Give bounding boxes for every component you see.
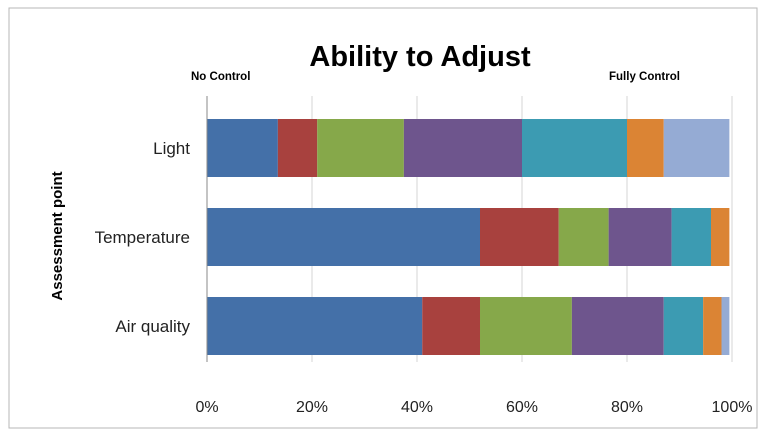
x-tick-label: 100% bbox=[712, 399, 753, 416]
bar-segment bbox=[703, 297, 722, 355]
bar-segment bbox=[422, 297, 480, 355]
bar-segment bbox=[277, 119, 318, 177]
bar-segment bbox=[627, 119, 664, 177]
bar-segment bbox=[207, 119, 278, 177]
category-label: Light bbox=[153, 139, 190, 158]
bar-segment bbox=[207, 297, 423, 355]
bar-segment bbox=[571, 297, 664, 355]
bar-segment bbox=[522, 119, 627, 177]
category-label: Air quality bbox=[115, 317, 190, 336]
chart-title: Ability to Adjust bbox=[309, 41, 531, 73]
bar-segment bbox=[663, 119, 730, 177]
x-tick-label: 20% bbox=[296, 399, 328, 416]
x-tick-labels: 0% 20% 40% 60% 80% 100% bbox=[195, 399, 752, 416]
bar-segment bbox=[207, 208, 480, 266]
bar-segment bbox=[403, 119, 522, 177]
bar-segment bbox=[608, 208, 672, 266]
bar-segment bbox=[671, 208, 711, 266]
bar-segment bbox=[480, 208, 559, 266]
annotation-fully-control: Fully Control bbox=[609, 71, 680, 83]
x-tick-label: 60% bbox=[506, 399, 538, 416]
x-tick-label: 0% bbox=[195, 399, 218, 416]
x-tick-label: 40% bbox=[401, 399, 433, 416]
x-tick-label: 80% bbox=[611, 399, 643, 416]
bar-segment bbox=[558, 208, 609, 266]
bar-segment bbox=[663, 297, 704, 355]
category-label: Temperature bbox=[95, 228, 190, 247]
category-labels: Light Temperature Air quality bbox=[95, 139, 191, 336]
bar-segment bbox=[480, 297, 572, 355]
y-axis-label: Assessment point bbox=[49, 171, 66, 300]
chart-border bbox=[8, 7, 758, 429]
bar-segment bbox=[721, 297, 730, 355]
annotation-no-control: No Control bbox=[191, 71, 250, 83]
bar-segment bbox=[711, 208, 730, 266]
bar-segment bbox=[317, 119, 404, 177]
bars bbox=[207, 119, 730, 355]
